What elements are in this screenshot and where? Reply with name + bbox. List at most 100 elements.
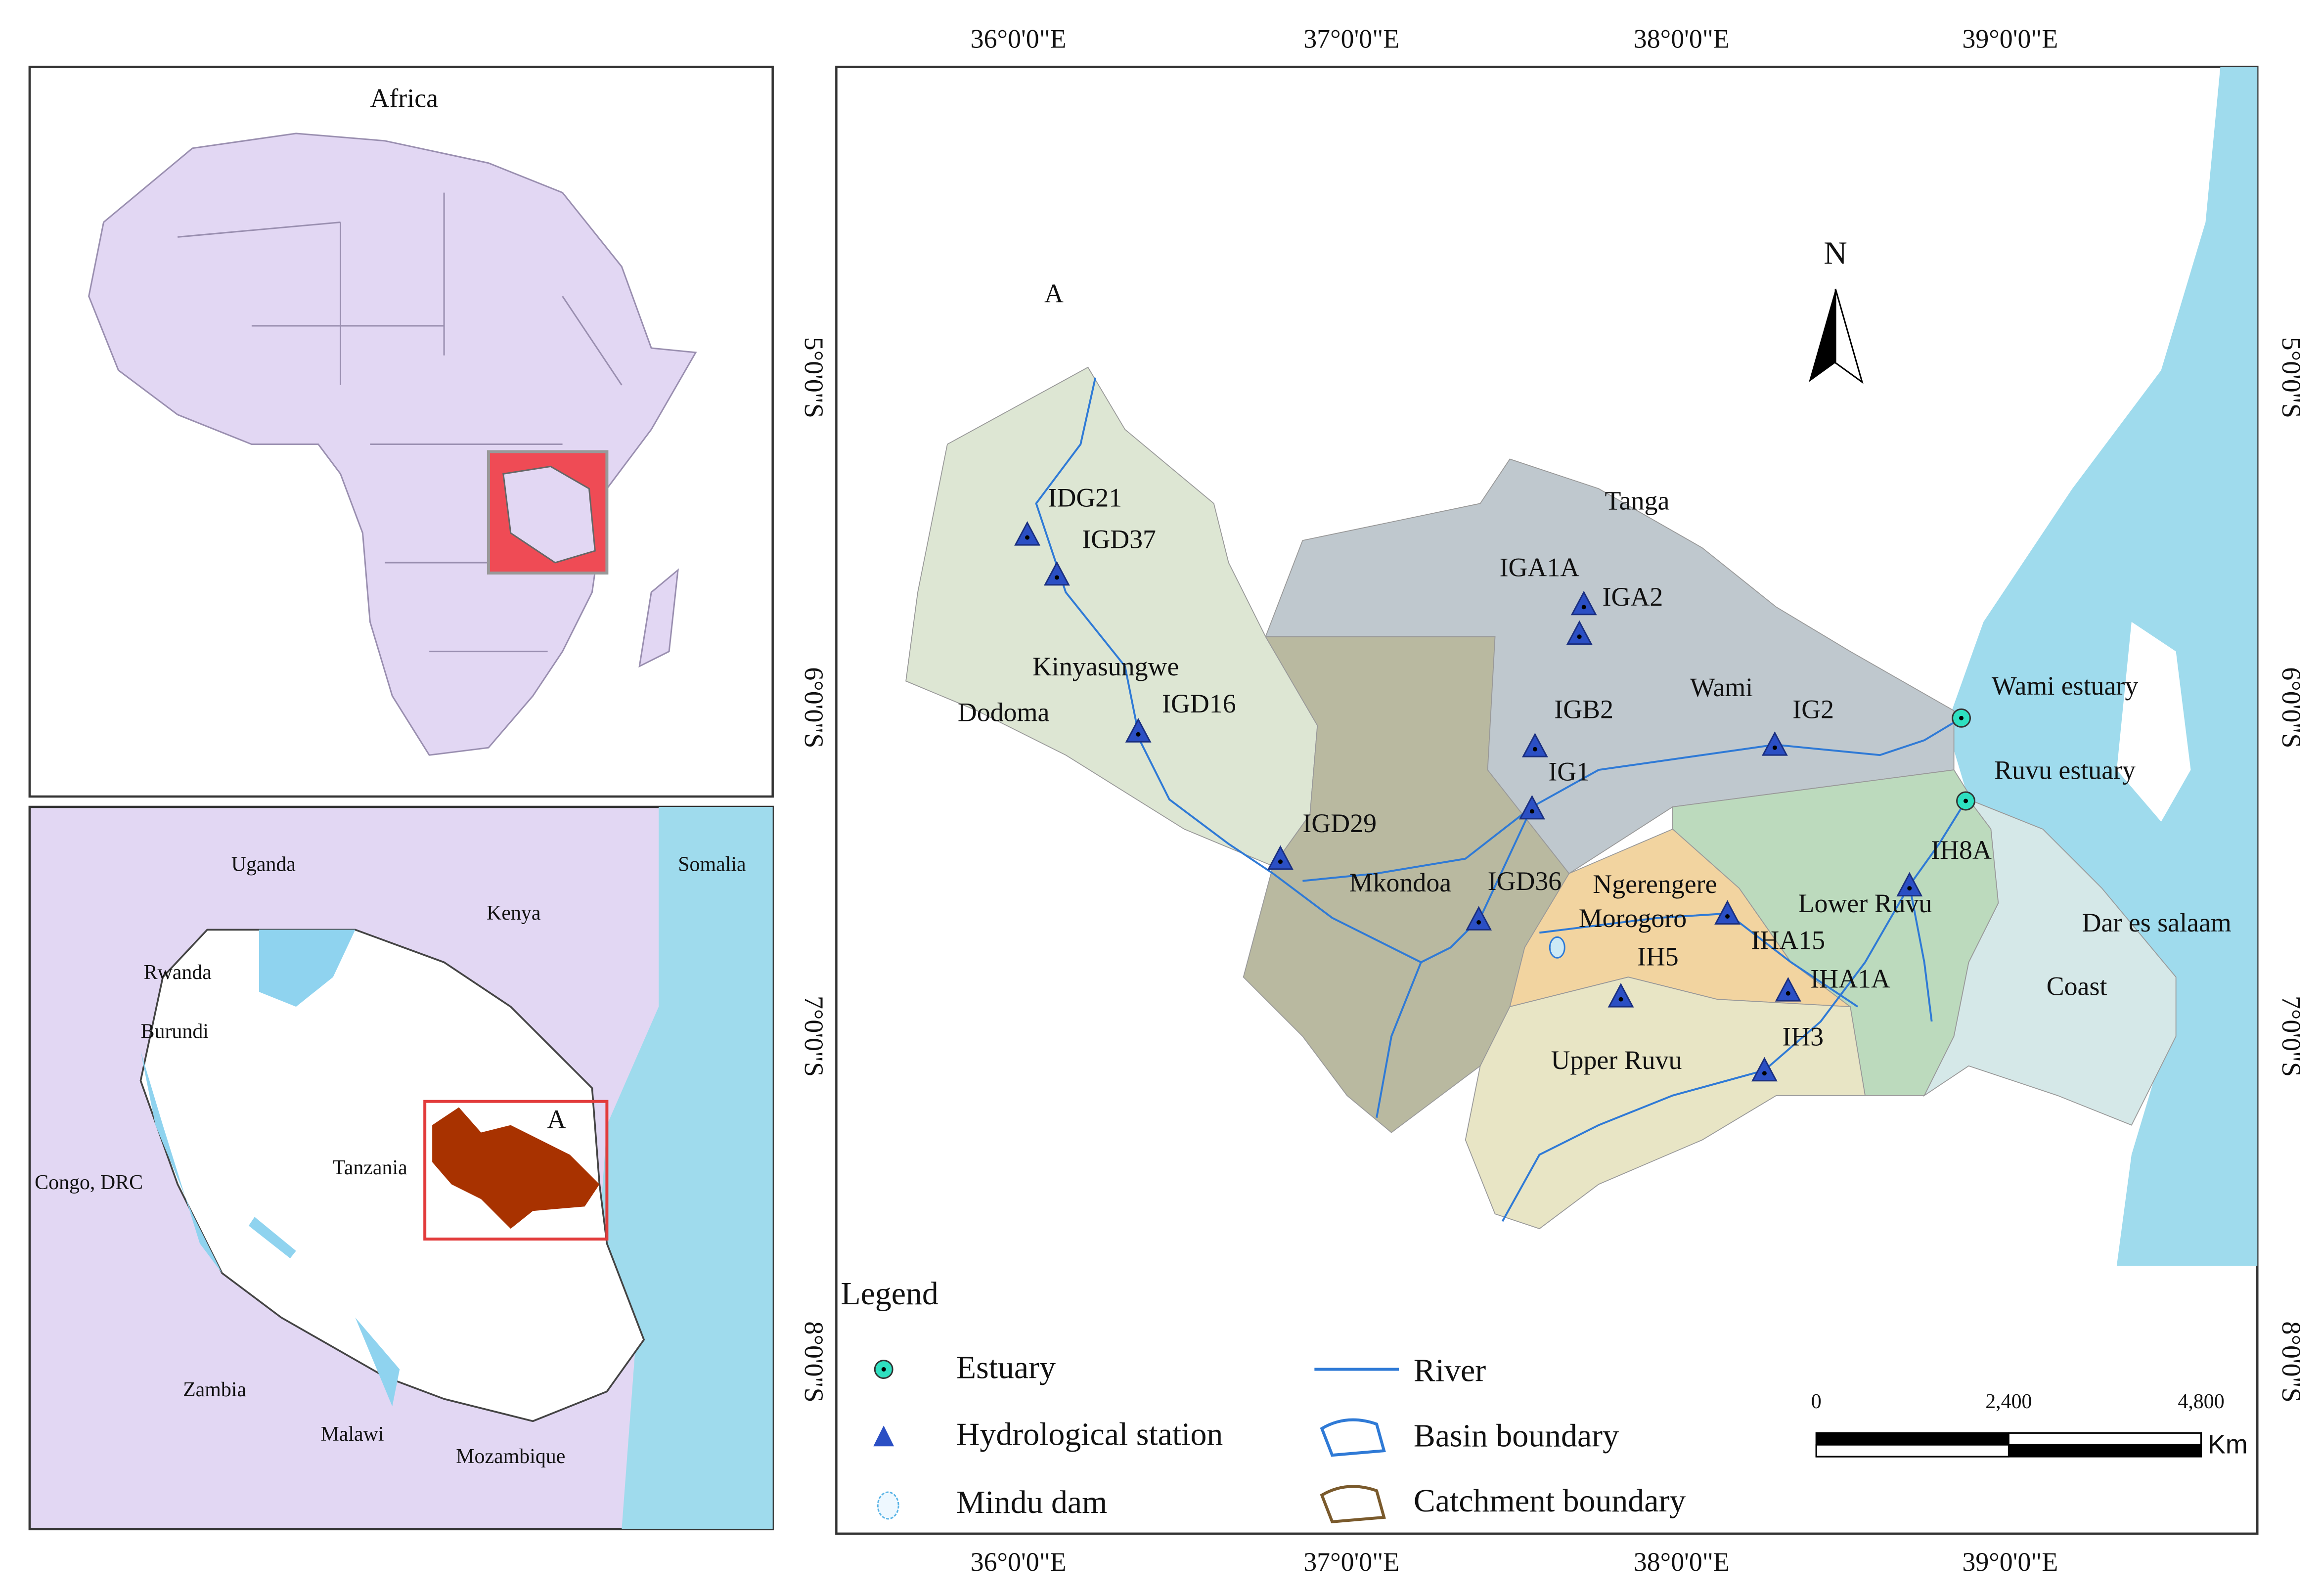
axis-label: 7°0'0"S (799, 996, 829, 1077)
legend-title: Legend (841, 1276, 938, 1312)
country-label: Congo, DRC (35, 1171, 143, 1194)
station-label: IH3 (1782, 1021, 1824, 1051)
country-label: Tanzania (333, 1156, 407, 1179)
station-dot (1529, 809, 1534, 814)
station-label: IDG21 (1048, 483, 1122, 513)
place-label: Kinyasungwe (1032, 652, 1179, 681)
country-label: Zambia (183, 1378, 246, 1401)
axis-label: 5°0'0"S (799, 337, 829, 418)
place-label: Mkondoa (1349, 868, 1452, 897)
place-label: Tanga (1605, 486, 1670, 516)
station-marker (1775, 977, 1801, 1002)
axis-label: 38°0'0"E (1634, 24, 1730, 54)
axis-label: 37°0'0"E (1303, 24, 1399, 54)
africa-inset: Africa (28, 65, 774, 798)
estuary-label: Ruvu estuary (1994, 755, 2136, 785)
axis-label: 6°0'0"S (2276, 667, 2306, 748)
station-dot (1476, 920, 1481, 925)
study-area-label: A (547, 1105, 566, 1134)
station-marker (1566, 620, 1593, 645)
scale-label: 4,800 (2178, 1390, 2224, 1413)
inset-title: Africa (370, 83, 438, 113)
station-label: IHA1A (1810, 964, 1890, 994)
station-label: IH8A (1931, 835, 1992, 865)
legend: Legend Estuary Hydrological station Mind… (841, 1276, 1686, 1524)
place-label: Lower Ruvu (1798, 888, 1932, 918)
main-map: N A (835, 65, 2259, 1535)
station-label: IGD36 (1488, 866, 1562, 896)
axis-label: 8°0'0"S (799, 1322, 829, 1403)
station-marker (1466, 906, 1492, 931)
scale-unit: Km (2208, 1429, 2248, 1459)
legend-label: Catchment boundary (1414, 1483, 1686, 1519)
station-dot (1581, 605, 1586, 610)
station-label: IGD29 (1302, 808, 1377, 838)
station-marker (1125, 718, 1152, 743)
station-marker (1044, 561, 1070, 586)
axis-label: 39°0'0"E (1962, 24, 2058, 54)
estuary-dot (1964, 798, 1968, 803)
station-dot (1907, 886, 1912, 891)
station-dot (1725, 914, 1730, 919)
country-label: Somalia (678, 853, 746, 876)
place-label: Dar es salaam (2082, 908, 2232, 937)
map-label: A (1044, 279, 1064, 309)
place-label: Wami (1690, 672, 1753, 702)
station-marker (1521, 733, 1548, 757)
axis-label: 36°0'0"E (971, 24, 1067, 54)
station-dot (1772, 745, 1777, 750)
station-marker (1751, 1057, 1778, 1082)
station-label: IGD37 (1082, 524, 1156, 554)
north-label: N (1824, 235, 1847, 271)
estuary-label: Wami estuary (1992, 671, 2138, 701)
country-label: Kenya (487, 902, 541, 925)
place-label: Coast (2047, 972, 2107, 1001)
axis-label: 7°0'0"S (2276, 996, 2306, 1077)
station-dot (1785, 991, 1790, 996)
station-label: IGA1A (1500, 552, 1580, 582)
station-dot (1532, 747, 1537, 752)
station-label: IGD16 (1162, 689, 1236, 718)
country-label: Malawi (320, 1423, 384, 1446)
legend-label: Mindu dam (956, 1484, 1107, 1520)
axis-label: 36°0'0"E (971, 1547, 1067, 1577)
place-label: Dodoma (958, 698, 1050, 727)
tanzania-inset: Uganda Kenya Somalia Rwanda Burundi Cong… (28, 805, 774, 1531)
place-label: Ngerengere (1593, 869, 1717, 899)
station-dot (1278, 859, 1283, 864)
place-label: Upper Ruvu (1551, 1045, 1682, 1075)
country-label: Mozambique (456, 1445, 565, 1468)
station-marker (1518, 795, 1545, 820)
station-marker (1896, 872, 1923, 897)
station-marker (1607, 983, 1634, 1008)
station-dot (1618, 997, 1623, 1002)
station-marker (1014, 521, 1041, 546)
station-marker (1761, 731, 1788, 756)
estuary-dot (1959, 715, 1964, 720)
station-marker (1714, 900, 1741, 925)
scale-label: 2,400 (1985, 1390, 2032, 1413)
station-label: IHA15 (1751, 926, 1825, 955)
country-label: Burundi (141, 1020, 209, 1043)
station-label: IGA2 (1603, 582, 1663, 612)
station-dot (1577, 634, 1582, 639)
country-label: Uganda (231, 853, 296, 876)
station-dot (1136, 732, 1141, 737)
legend-label: Basin boundary (1414, 1418, 1619, 1454)
axis-label: 37°0'0"E (1303, 1547, 1399, 1577)
place-label: Morogoro (1579, 903, 1687, 933)
station-label: IH5 (1637, 942, 1679, 972)
station-marker (1570, 590, 1597, 616)
axis-label: 39°0'0"E (1962, 1547, 2058, 1577)
station-marker (1267, 845, 1294, 870)
country-label: Rwanda (144, 961, 212, 984)
station-label: IG1 (1548, 756, 1590, 786)
axis-label: 6°0'0"S (799, 667, 829, 748)
station-dot (1762, 1071, 1767, 1076)
axis-label: 8°0'0"S (2276, 1322, 2306, 1403)
station-label: IG2 (1792, 695, 1834, 724)
axis-label: 38°0'0"E (1634, 1547, 1730, 1577)
legend-label: Estuary (956, 1350, 1056, 1386)
legend-label: River (1414, 1353, 1486, 1389)
